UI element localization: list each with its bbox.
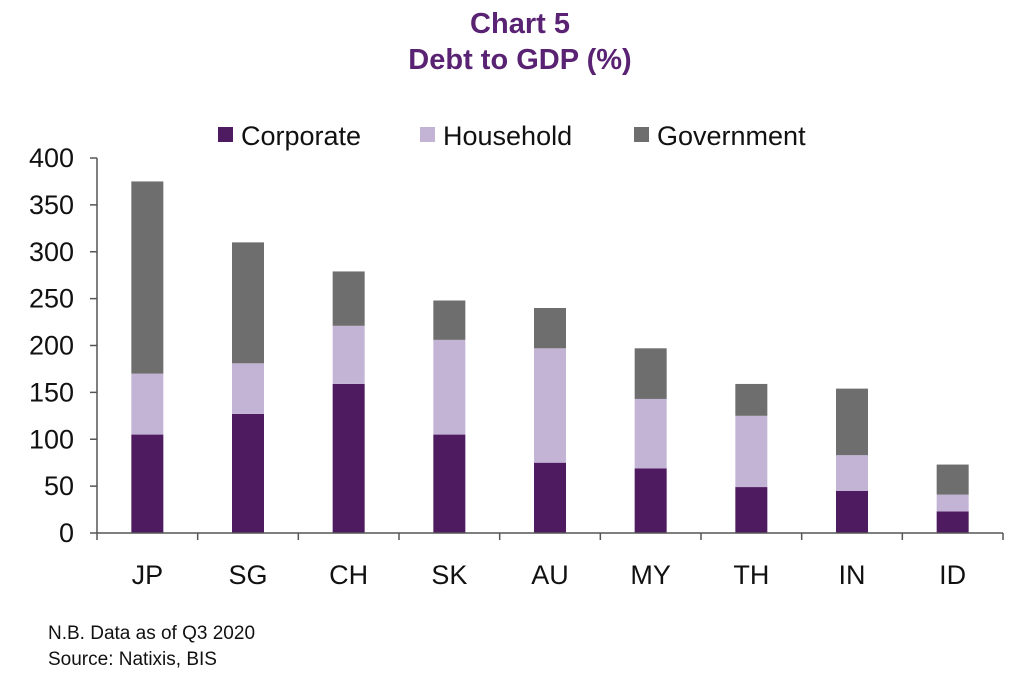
bar-jp-corporate bbox=[131, 434, 164, 533]
legend-label-corporate: Corporate bbox=[241, 121, 361, 151]
bar-my-household bbox=[634, 398, 667, 469]
x-tick-label-ch: CH bbox=[329, 560, 368, 590]
y-tick-label: 250 bbox=[29, 284, 74, 314]
legend: Corporate Household Government bbox=[218, 121, 806, 151]
chart-title: Chart 5 bbox=[470, 8, 570, 40]
y-tick-label: 100 bbox=[29, 424, 74, 454]
bar-sk-household bbox=[433, 339, 466, 435]
x-tick-label-au: AU bbox=[531, 560, 569, 590]
bar-sk-government bbox=[433, 300, 466, 340]
x-tick-label-sg: SG bbox=[228, 560, 267, 590]
legend-label-household: Household bbox=[443, 121, 572, 151]
bar-th-corporate bbox=[735, 487, 768, 533]
bar-th-household bbox=[735, 415, 768, 488]
note-source: Source: Natixis, BIS bbox=[48, 649, 217, 670]
x-tick-label-in: IN bbox=[839, 560, 866, 590]
note-data-date: N.B. Data as of Q3 2020 bbox=[48, 623, 256, 644]
bar-th-government bbox=[735, 383, 768, 416]
bar-au-corporate bbox=[534, 462, 566, 533]
bar-sk-corporate bbox=[433, 434, 466, 533]
bar-my-corporate bbox=[634, 468, 667, 533]
y-axis: 0 50 100 150 200 250 300 350 400 bbox=[29, 143, 98, 548]
x-axis: JP SG CH SK AU MY TH IN ID bbox=[96, 532, 1004, 590]
legend-label-government: Government bbox=[657, 121, 806, 151]
bar-in-government bbox=[836, 388, 868, 456]
x-tick-label-jp: JP bbox=[132, 560, 164, 590]
y-tick-label: 0 bbox=[59, 518, 74, 548]
bar-au-government bbox=[534, 308, 566, 349]
bar-ch-corporate bbox=[332, 383, 365, 533]
bar-ch-government bbox=[332, 271, 365, 326]
y-tick-label: 300 bbox=[29, 237, 74, 267]
y-tick-label: 150 bbox=[29, 377, 74, 407]
bar-sg-corporate bbox=[232, 413, 264, 533]
chart-subtitle: Debt to GDP (%) bbox=[408, 44, 632, 76]
bar-id-corporate bbox=[936, 511, 969, 533]
chart-title-block: Chart 5 Debt to GDP (%) bbox=[0, 6, 1024, 78]
y-tick-label: 400 bbox=[29, 143, 74, 173]
x-tick-label-th: TH bbox=[733, 560, 769, 590]
bar-jp-household bbox=[131, 373, 164, 435]
bar-in-household bbox=[836, 455, 868, 491]
bar-id-household bbox=[936, 494, 969, 512]
bar-sg-government bbox=[232, 242, 264, 364]
bar-id-government bbox=[936, 464, 969, 495]
y-tick-label: 50 bbox=[44, 471, 74, 501]
bar-ch-household bbox=[332, 325, 365, 384]
x-tick-label-sk: SK bbox=[431, 560, 467, 590]
legend-swatch-corporate bbox=[218, 127, 233, 142]
bar-sg-household bbox=[232, 363, 264, 414]
bar-jp-government bbox=[131, 181, 164, 374]
bar-my-government bbox=[634, 348, 667, 399]
y-tick-label: 200 bbox=[29, 331, 74, 361]
x-tick-label-my: MY bbox=[630, 560, 671, 590]
y-tick-label: 350 bbox=[29, 190, 74, 220]
bar-au-household bbox=[534, 348, 566, 463]
legend-swatch-household bbox=[420, 127, 435, 142]
chart-notes: N.B. Data as of Q3 2020 Source: Natixis,… bbox=[48, 621, 255, 673]
bar-in-corporate bbox=[836, 490, 868, 533]
legend-swatch-government bbox=[634, 127, 649, 142]
bars bbox=[131, 181, 969, 533]
x-tick-label-id: ID bbox=[939, 560, 966, 590]
